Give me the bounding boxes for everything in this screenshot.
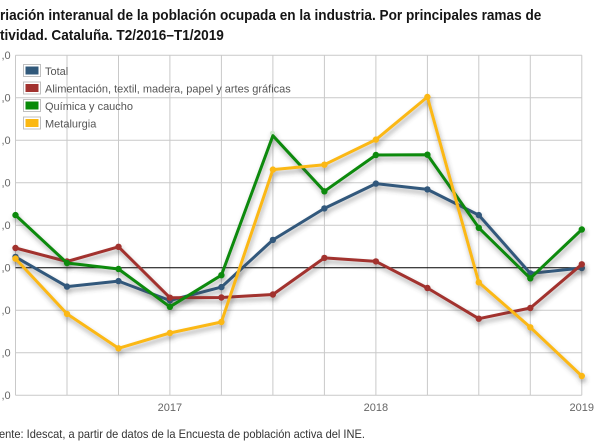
svg-text:2019: 2019: [570, 402, 594, 414]
svg-text:Total: Total: [45, 66, 68, 78]
svg-text:,0: ,0: [2, 263, 11, 275]
svg-text:,0: ,0: [2, 348, 11, 360]
svg-text:Metalurgia: Metalurgia: [45, 118, 97, 130]
svg-text:,0: ,0: [2, 93, 11, 105]
svg-text:,0: ,0: [2, 390, 11, 402]
svg-text:,0: ,0: [2, 220, 11, 232]
svg-text:Química y caucho: Química y caucho: [45, 101, 133, 113]
svg-text:2018: 2018: [364, 402, 388, 414]
svg-text:Alimentación, textil, madera,: Alimentación, textil, madera, papel y ar…: [45, 83, 291, 95]
svg-text:,0: ,0: [2, 50, 11, 62]
svg-text:2017: 2017: [158, 402, 182, 414]
svg-text:,0: ,0: [2, 135, 11, 147]
svg-text:,0: ,0: [2, 305, 11, 317]
svg-text:,0: ,0: [2, 178, 11, 190]
